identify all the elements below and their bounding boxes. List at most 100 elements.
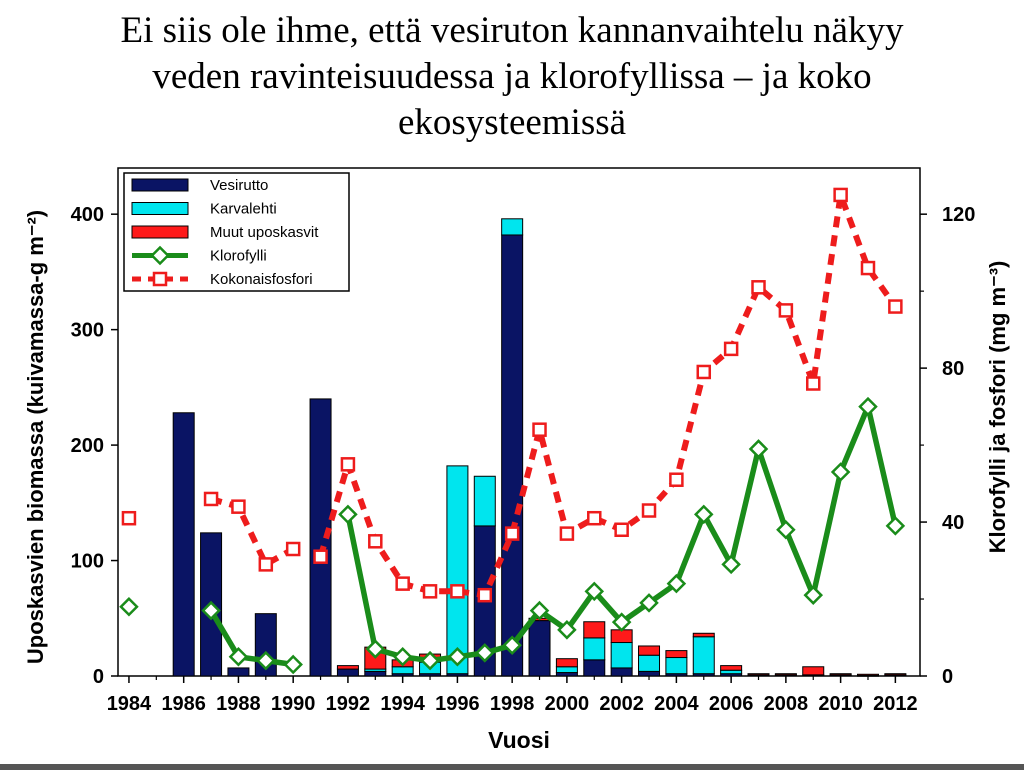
bar-karvalehti-1994: [391, 666, 414, 675]
legend-marker-kokonaisfosfori: [152, 271, 168, 287]
right-tick-label-40: 40: [942, 512, 964, 534]
x-tick-label-1998: 1998: [490, 693, 535, 715]
point-kokonaisfosfori-1984: [121, 510, 137, 526]
point-klorofylli-1996: [447, 646, 468, 667]
bar-vesirutto-1988: [227, 667, 250, 677]
legend-label-vesirutto: Vesirutto: [210, 177, 268, 194]
legend-label-klorofylli: Klorofylli: [210, 248, 267, 265]
bar-muut-uposkasvit-2012: [884, 673, 907, 676]
bar-karvalehti-1998: [501, 218, 524, 236]
point-klorofylli-2006: [721, 554, 741, 575]
bar-muut-uposkasvit-2004: [665, 650, 688, 659]
bar-karvalehti-2006: [720, 669, 743, 675]
point-klorofylli-2009: [803, 585, 824, 605]
bar-karvalehti-2003: [638, 654, 661, 672]
legend-label-muut-uposkasvit: Muut uposkasvit: [210, 224, 319, 241]
point-klorofylli-1999: [529, 600, 550, 621]
bar-muut-uposkasvit-2010: [829, 673, 852, 676]
bar-vesirutto-2001: [583, 659, 606, 677]
bar-muut-uposkasvit-2011: [856, 673, 879, 676]
point-klorofylli-2005: [693, 504, 714, 525]
bar-muut-uposkasvit-1992: [336, 665, 359, 670]
bar-muut-uposkasvit-2006: [720, 665, 743, 671]
point-kokonaisfosfori-1987: [203, 491, 219, 507]
point-kokonaisfosfori-1997: [477, 587, 493, 603]
point-kokonaisfosfori-1989: [258, 557, 274, 572]
bar-karvalehti-2001: [583, 637, 606, 661]
x-tick-label-1984: 1984: [107, 693, 152, 715]
x-tick-label-1990: 1990: [271, 693, 316, 715]
left-tick-label-100: 100: [71, 551, 104, 573]
bar-vesirutto-2000: [555, 672, 578, 677]
bar-muut-uposkasvit-2003: [638, 645, 661, 656]
point-kokonaisfosfori-1999: [532, 422, 547, 437]
slide-title-line-2: veden ravinteisuudessa ja klorofyllissa …: [152, 56, 872, 97]
point-klorofylli-2000: [557, 620, 577, 640]
legend-swatch-muut-uposkasvit: [131, 225, 189, 239]
x-tick-label-1994: 1994: [380, 693, 425, 715]
point-kokonaisfosfori-2004: [669, 472, 684, 487]
point-klorofylli-2001: [584, 581, 605, 602]
point-kokonaisfosfori-1992: [340, 457, 356, 472]
point-klorofylli-2008: [776, 519, 796, 540]
right-tick-label-0: 0: [942, 666, 953, 688]
point-klorofylli-1997: [475, 643, 495, 663]
point-klorofylli-1995: [420, 650, 440, 671]
x-tick-label-2008: 2008: [764, 693, 809, 715]
point-kokonaisfosfori-2001: [587, 510, 602, 526]
point-klorofylli-1993: [365, 639, 386, 659]
line-kokonaisfosfori-segment-2: [210, 496, 295, 568]
point-klorofylli-2002: [611, 612, 632, 632]
x-tick-label-1986: 1986: [161, 693, 206, 715]
bar-vesirutto-1999: [528, 620, 551, 677]
point-klorofylli-2010: [830, 462, 851, 482]
point-klorofylli-2004: [666, 573, 687, 594]
bar-vesirutto-1986: [172, 412, 195, 677]
bar-vesirutto-1992: [336, 668, 359, 677]
legend-label-karvalehti: Karvalehti: [210, 201, 277, 218]
legend-label-kokonaisfosfori: Kokonaisfosfori: [210, 271, 313, 288]
point-klorofylli-1988: [228, 646, 249, 667]
point-kokonaisfosfori-1988: [231, 499, 246, 514]
point-kokonaisfosfori-1991: [313, 549, 328, 564]
x-tick-label-1996: 1996: [435, 693, 480, 715]
x-tick-label-1992: 1992: [326, 693, 371, 715]
bar-muut-uposkasvit-2008: [774, 673, 797, 676]
point-kokonaisfosfori-2010: [833, 187, 848, 203]
slide-bottom-bar: [0, 764, 1024, 770]
point-kokonaisfosfori-1998: [504, 526, 520, 541]
point-kokonaisfosfori-2012: [888, 299, 903, 314]
point-klorofylli-1989: [256, 650, 276, 671]
point-klorofylli-1984: [119, 596, 139, 617]
point-kokonaisfosfori-2009: [805, 376, 821, 391]
point-kokonaisfosfori-1995: [422, 584, 438, 599]
left-tick-label-300: 300: [71, 320, 104, 342]
legend-swatch-vesirutto: [131, 178, 189, 192]
bar-karvalehti-1996: [446, 465, 469, 675]
left-axis-title: Uposkasvien biomassa (kuivamassa-g m⁻²): [23, 210, 48, 664]
point-klorofylli-1990: [283, 654, 303, 675]
bar-muut-uposkasvit-2009: [802, 666, 825, 676]
x-tick-label-1988: 1988: [216, 693, 261, 715]
point-kokonaisfosfori-2000: [559, 526, 575, 541]
bar-muut-uposkasvit-2005: [692, 632, 715, 638]
bar-vesirutto-2003: [638, 670, 661, 677]
right-tick-label-120: 120: [942, 204, 975, 226]
bar-karvalehti-2002: [610, 642, 633, 669]
point-kokonaisfosfori-2003: [641, 503, 657, 518]
point-kokonaisfosfori-1996: [450, 584, 465, 599]
point-kokonaisfosfori-1993: [368, 534, 383, 549]
line-kokonaisfosfori-segment-3: [317, 191, 898, 599]
point-kokonaisfosfori-2007: [751, 280, 766, 295]
line-klorofylli-segment-2: [208, 609, 294, 668]
point-kokonaisfosfori-2005: [696, 364, 712, 380]
point-kokonaisfosfori-2002: [614, 522, 629, 538]
bar-muut-uposkasvit-2007: [747, 673, 770, 676]
point-kokonaisfosfori-2011: [860, 260, 876, 276]
bar-vesirutto-1998: [501, 234, 524, 677]
x-tick-label-2000: 2000: [545, 693, 590, 715]
bar-muut-uposkasvit-2000: [555, 658, 578, 668]
left-tick-label-400: 400: [71, 204, 104, 226]
bar-karvalehti-2004: [665, 657, 688, 675]
